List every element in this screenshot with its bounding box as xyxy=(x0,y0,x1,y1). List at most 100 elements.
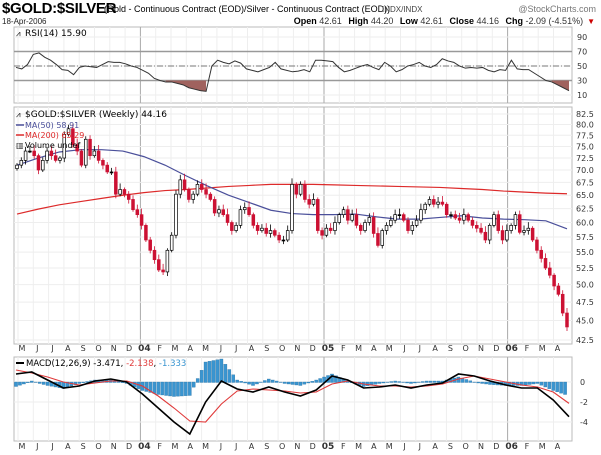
candle-down xyxy=(182,179,187,190)
candle-down xyxy=(496,214,501,231)
candle-down xyxy=(251,214,256,226)
macd-histogram-bar xyxy=(472,381,476,383)
ohlc-summary: Open 42.61 High 44.20 Low 42.61 Close 44… xyxy=(294,16,595,26)
price-legend-title: $GOLD:$SILVER (Weekly) 44.16 xyxy=(25,110,167,120)
macd-histogram-bar xyxy=(314,379,318,383)
candle-down xyxy=(79,150,84,166)
rsi-legend-text: RSI(14) 15.90 xyxy=(25,29,87,39)
macd-histogram-bar xyxy=(417,381,421,383)
x-axis-month-label: D xyxy=(493,344,499,353)
macd-histogram-bar xyxy=(274,380,279,383)
macd-histogram-bar xyxy=(535,381,540,384)
macd-histogram-bar xyxy=(223,364,228,383)
macd-histogram-bar xyxy=(116,381,121,383)
price-tick-label: 50.0 xyxy=(576,281,594,290)
candle-down xyxy=(552,274,556,287)
macd-histogram-bar xyxy=(164,381,168,396)
change-label: Chg xyxy=(505,16,524,26)
candle-down xyxy=(152,249,157,261)
macd-histogram-bar xyxy=(144,381,149,392)
x-axis-month-label: S xyxy=(264,442,269,451)
macd-histogram-bar xyxy=(30,380,34,383)
candle-up xyxy=(341,209,346,215)
x-axis-month-label: J xyxy=(35,344,38,353)
macd-histogram-bar xyxy=(385,381,390,383)
candle-up xyxy=(178,179,183,195)
macd-histogram-bar xyxy=(191,381,196,388)
candle-down xyxy=(500,230,505,241)
macd-histogram-bar xyxy=(148,381,153,393)
macd-histogram-bar xyxy=(539,381,544,386)
x-axis-month-label: M xyxy=(539,344,546,353)
candle-down xyxy=(122,189,127,195)
x-axis-month-label: M xyxy=(202,442,209,451)
candle-up xyxy=(234,225,238,231)
candle-up xyxy=(19,160,24,166)
macd-histogram-bar xyxy=(207,361,212,383)
macd-histogram-bar xyxy=(294,381,299,386)
x-axis-month-label: M xyxy=(539,442,546,451)
x-axis-month-label: N xyxy=(478,442,484,451)
macd-histogram-bar xyxy=(203,361,208,383)
macd-histogram-bar xyxy=(428,380,433,383)
x-axis-month-label: N xyxy=(294,344,300,353)
x-axis-month-label: M xyxy=(172,442,179,451)
macd-histogram-bar xyxy=(425,380,429,383)
candle-down xyxy=(376,233,380,246)
open-label: Open xyxy=(293,16,317,26)
macd-histogram-bar xyxy=(34,381,38,383)
x-axis-month-label: A xyxy=(188,442,194,451)
candle-up xyxy=(393,214,397,221)
macd-histogram-bar xyxy=(547,381,552,389)
candle-down xyxy=(303,184,307,200)
candle-up xyxy=(380,230,384,246)
candle-down xyxy=(401,214,406,221)
candle-down xyxy=(75,144,79,152)
open-value: 42.61 xyxy=(319,16,342,26)
x-axis-month-label: M xyxy=(202,344,209,353)
candle-up xyxy=(492,214,496,226)
x-axis-month-label: 05 xyxy=(322,442,335,452)
macd-histogram-bar xyxy=(409,381,413,384)
x-axis-month-label: 06 xyxy=(505,442,518,452)
candle-up xyxy=(15,164,19,169)
macd-histogram-bar xyxy=(401,381,405,383)
x-axis-month-label: J xyxy=(418,442,421,451)
macd-histogram-bar xyxy=(45,381,50,386)
candle-down xyxy=(139,214,144,226)
macd-histogram-bar xyxy=(270,379,275,383)
candle-down xyxy=(517,214,522,233)
x-axis-month-label: A xyxy=(65,442,71,451)
macd-histogram-bar xyxy=(318,378,322,383)
high-value: 44.20 xyxy=(370,16,394,26)
macd-histogram-bar xyxy=(176,381,180,397)
x-axis-month-label: O xyxy=(463,442,469,451)
candle-up xyxy=(427,199,432,205)
macd-histogram-bar xyxy=(152,381,156,394)
candle-up xyxy=(118,189,122,195)
price-tick-label: 52.5 xyxy=(576,264,594,273)
candle-up xyxy=(509,225,513,231)
candle-down xyxy=(36,155,41,171)
candle-down xyxy=(49,150,54,157)
x-axis-month-label: J xyxy=(234,442,237,451)
candle-down xyxy=(444,203,449,215)
x-axis-month-label: N xyxy=(294,442,300,451)
price-legend: ⩘ $GOLD:$SILVER (Weekly) 44.16 MA(50) 58… xyxy=(16,110,167,150)
volume-legend: Volume undef xyxy=(25,141,80,150)
macd-histogram-bar xyxy=(405,381,409,384)
high-label: High xyxy=(348,16,369,26)
x-axis-month-label: A xyxy=(432,344,438,353)
macd-histogram-bar xyxy=(195,378,200,383)
candle-up xyxy=(28,150,32,153)
x-axis-month-label: A xyxy=(555,344,561,353)
macd-legend-value: -3.471 xyxy=(93,359,120,369)
candle-up xyxy=(526,227,531,231)
x-axis-month-label: A xyxy=(188,344,194,353)
x-axis-month-label: M xyxy=(355,344,362,353)
candle-up xyxy=(367,217,372,223)
candle-down xyxy=(530,227,535,241)
x-axis-month-label: J xyxy=(50,442,53,451)
x-axis-month-label: A xyxy=(371,442,377,451)
